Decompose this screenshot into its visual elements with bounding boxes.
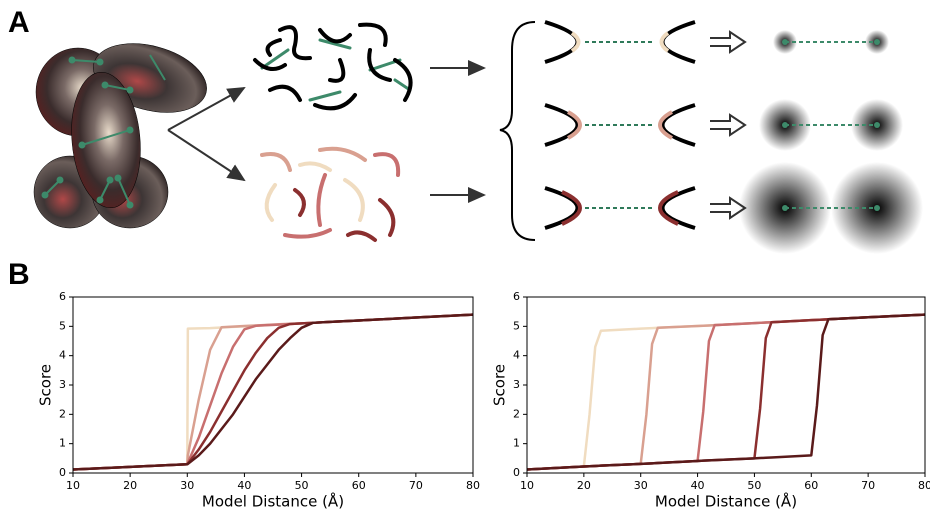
y-tick-label: 4 (513, 349, 520, 362)
series-line (72, 313, 474, 471)
x-tick-label: 80 (918, 479, 930, 492)
distance-gaussians (739, 30, 923, 254)
x-tick-label: 30 (634, 479, 648, 492)
x-axis-label: Model Distance (Å) (202, 492, 344, 510)
x-tick-label: 40 (691, 479, 705, 492)
x-tick-label: 70 (861, 479, 875, 492)
x-tick-label: 80 (466, 479, 480, 492)
black-fragments (253, 22, 413, 111)
x-tick-label: 50 (295, 479, 309, 492)
panel-label: B (8, 258, 30, 291)
y-tick-label: 5 (513, 319, 520, 332)
protein-blobs (33, 43, 207, 229)
x-tick-label: 70 (409, 479, 423, 492)
distance-rows (544, 20, 696, 230)
y-tick-label: 4 (59, 349, 66, 362)
open-arrows (710, 30, 747, 220)
y-tick-label: 1 (59, 437, 66, 450)
x-tick-label: 20 (577, 479, 591, 492)
series-line (72, 313, 474, 471)
x-tick-label: 60 (804, 479, 818, 492)
plot-frame (526, 296, 926, 474)
series-line (72, 313, 474, 471)
x-axis-label: Model Distance (Å) (655, 492, 797, 510)
arrows (167, 60, 486, 203)
red-fragments (260, 146, 401, 242)
y-tick-label: 0 (513, 466, 520, 479)
brace (499, 21, 536, 241)
x-tick-label: 20 (123, 479, 137, 492)
y-tick-label: 2 (59, 407, 66, 420)
x-tick-label: 30 (180, 479, 194, 492)
y-axis-label: Score (37, 364, 55, 406)
series-line (72, 313, 474, 471)
y-tick-label: 3 (513, 378, 520, 391)
y-axis-label: Score (491, 364, 509, 406)
y-tick-label: 3 (59, 378, 66, 391)
x-tick-label: 10 (520, 479, 534, 492)
plot-frame (72, 296, 474, 474)
y-tick-label: 6 (59, 290, 66, 303)
y-tick-label: 2 (513, 407, 520, 420)
x-tick-label: 10 (66, 479, 80, 492)
x-tick-label: 40 (237, 479, 251, 492)
series-line (526, 313, 926, 471)
panel-label: A (8, 6, 30, 39)
series-line (72, 313, 474, 471)
x-tick-label: 50 (747, 479, 761, 492)
x-tick-label: 60 (352, 479, 366, 492)
series-line (526, 313, 926, 471)
y-tick-label: 0 (59, 466, 66, 479)
y-tick-label: 1 (513, 437, 520, 450)
y-tick-label: 6 (513, 290, 520, 303)
y-tick-label: 5 (59, 319, 66, 332)
crosslinks (41, 54, 166, 209)
